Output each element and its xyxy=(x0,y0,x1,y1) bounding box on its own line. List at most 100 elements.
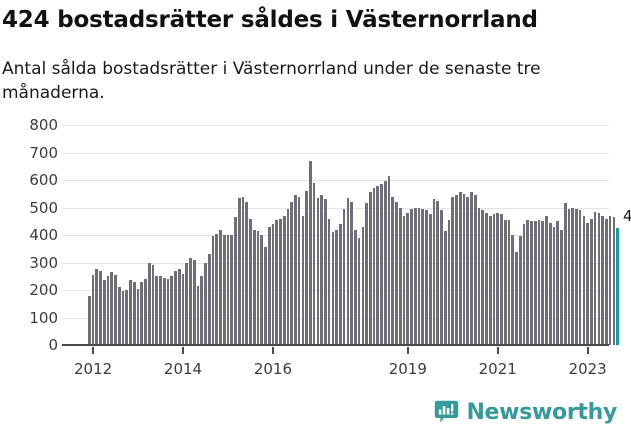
page-subtitle: Antal sålda bostadsrätter i Västernorrla… xyxy=(2,59,541,103)
bar xyxy=(605,218,608,345)
y-axis-tick-label: 200 xyxy=(29,281,58,299)
bar xyxy=(560,229,563,345)
x-axis-tick xyxy=(92,347,95,354)
bar xyxy=(518,236,522,345)
bar xyxy=(279,218,282,345)
bar xyxy=(500,214,503,345)
y-axis-labels: 0 100 200 300 400 500 600 700 800 xyxy=(0,118,58,358)
bar xyxy=(245,202,249,345)
bar xyxy=(305,191,308,345)
bar xyxy=(309,160,312,345)
bar xyxy=(252,229,256,345)
bar xyxy=(368,192,372,345)
bar xyxy=(455,195,458,345)
bar xyxy=(440,210,443,345)
bar xyxy=(271,224,275,345)
bar xyxy=(110,272,114,345)
x-axis-labels: 2012201420162019202120232025 xyxy=(0,348,631,388)
bar xyxy=(95,269,99,345)
bar xyxy=(129,280,132,345)
bar xyxy=(140,281,144,345)
gridline xyxy=(62,207,609,209)
bar xyxy=(125,290,129,345)
bar xyxy=(608,215,612,345)
x-axis-tick-label: 2019 xyxy=(388,360,427,378)
bar xyxy=(177,269,181,345)
x-axis-tick xyxy=(586,347,589,354)
bar-chart-bubble-icon xyxy=(434,400,459,425)
bar xyxy=(357,237,361,345)
bar xyxy=(102,280,106,345)
bar xyxy=(166,279,170,345)
bar xyxy=(117,287,121,345)
y-axis-tick-label: 0 xyxy=(48,336,58,354)
bar xyxy=(398,207,402,345)
bar xyxy=(541,221,545,345)
bar xyxy=(327,218,331,345)
bar xyxy=(391,196,395,345)
bar xyxy=(354,229,357,345)
brand-name: Newsworthy xyxy=(466,400,617,425)
x-axis-tick xyxy=(496,347,499,354)
bar xyxy=(200,276,204,345)
bar xyxy=(530,221,533,345)
bar xyxy=(571,207,574,345)
bar xyxy=(466,196,470,345)
bar xyxy=(552,226,556,345)
bar xyxy=(417,207,421,345)
chart-footer: Newsworthy xyxy=(0,396,631,439)
bar xyxy=(372,188,376,345)
bar xyxy=(492,214,496,345)
bar xyxy=(249,218,252,345)
bar xyxy=(612,217,616,345)
x-axis-tick-label: 2012 xyxy=(74,360,113,378)
bar xyxy=(331,232,335,345)
bar xyxy=(443,230,447,345)
bar xyxy=(406,213,410,345)
bar xyxy=(496,213,500,345)
y-axis-tick-label: 100 xyxy=(29,308,58,327)
bar xyxy=(342,208,346,345)
x-axis-tick-label: 2014 xyxy=(163,360,203,378)
bar xyxy=(275,219,279,345)
bar xyxy=(162,277,166,345)
bar xyxy=(267,226,271,345)
bar xyxy=(578,210,582,345)
x-axis-tick-label: 2016 xyxy=(253,360,293,378)
bar xyxy=(526,219,530,345)
bar xyxy=(436,200,440,345)
bar xyxy=(192,259,196,345)
plot-area xyxy=(62,125,619,346)
bar xyxy=(481,210,485,345)
bar xyxy=(361,226,365,345)
bar xyxy=(616,228,619,345)
bar xyxy=(159,276,162,345)
newsworthy-logo[interactable]: Newsworthy xyxy=(434,400,617,425)
x-axis-line xyxy=(62,344,609,346)
bar xyxy=(447,219,451,345)
bar xyxy=(185,262,189,345)
bar xyxy=(282,215,286,345)
bar xyxy=(189,258,192,345)
bar xyxy=(507,219,511,345)
bar xyxy=(312,182,316,345)
bar xyxy=(533,221,537,345)
bar xyxy=(121,291,125,345)
bar xyxy=(432,199,436,345)
bar xyxy=(147,262,151,345)
bar xyxy=(601,215,604,345)
bar xyxy=(260,235,264,345)
y-axis-tick-label: 500 xyxy=(29,198,58,217)
bar xyxy=(413,207,417,345)
bar xyxy=(458,192,462,345)
bar xyxy=(410,208,413,345)
bar xyxy=(451,196,455,345)
y-axis-tick-label: 400 xyxy=(29,226,58,244)
bar xyxy=(215,233,219,345)
bar xyxy=(485,213,488,345)
bar xyxy=(294,195,297,345)
bar xyxy=(376,185,380,345)
bar xyxy=(301,215,305,345)
bar xyxy=(515,251,518,345)
